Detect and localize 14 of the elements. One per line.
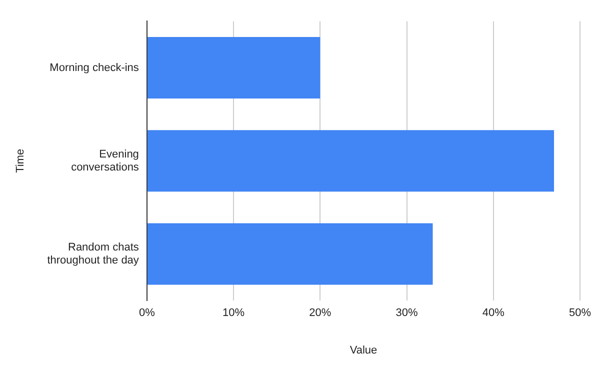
x-tick-label: 40% <box>482 307 505 320</box>
y-tick-label: Random chats throughout the day <box>47 241 140 267</box>
x-tick-label: 10% <box>222 307 245 320</box>
x-tick-label: 30% <box>396 307 418 320</box>
bar <box>147 223 433 285</box>
x-tick-label: 0% <box>138 307 156 320</box>
x-tick-label: 50% <box>568 307 592 320</box>
x-axis-title: Value <box>350 344 378 356</box>
bar <box>147 37 320 98</box>
x-tick-label: 20% <box>309 307 332 320</box>
bar <box>147 130 554 192</box>
y-tick-label: Morning check-ins <box>50 62 140 74</box>
y-tick-label: Evening conversations <box>71 148 140 174</box>
y-axis-title: Time <box>14 148 27 173</box>
